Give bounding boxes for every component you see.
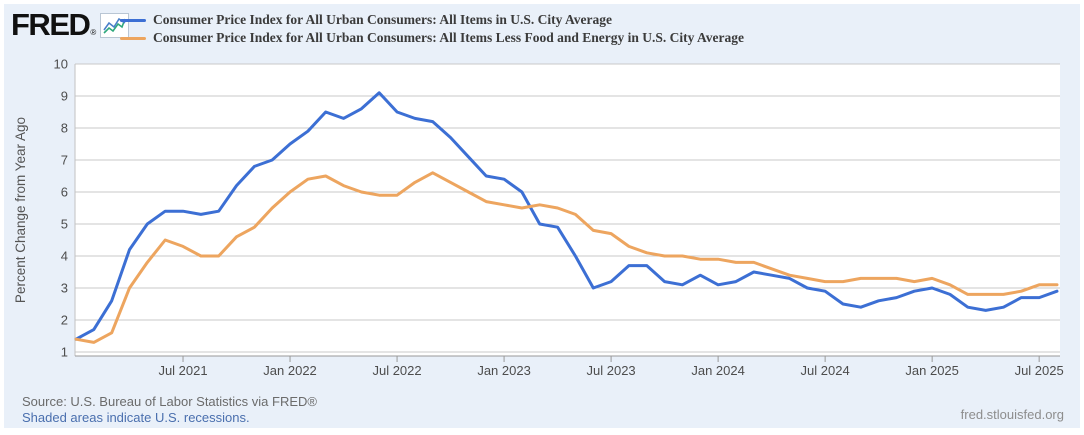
y-tick-label: 8 [61,121,68,136]
fred-logo-text: FRED [11,7,91,42]
legend-label-core: Consumer Price Index for All Urban Consu… [153,30,745,45]
x-tick-label: Jan 2023 [477,363,531,378]
x-tick-label: Jan 2025 [905,363,959,378]
fred-chart-widget: 1 2 3 4 5 6 7 8 9 10 Jul 2021 Jan 2022 Jul 2022 Jan 2… [4,4,1080,428]
chart-footer: Source: U.S. Bureau of Labor Statistics … [22,394,317,426]
fred-site-link[interactable]: fred.stlouisfed.org [960,407,1064,422]
y-tick-label: 5 [61,217,68,232]
x-tick-label: Jan 2022 [263,363,317,378]
x-tick-label: Jul 2024 [801,363,850,378]
x-tick-label: Jul 2022 [372,363,421,378]
y-axis-title: Percent Change from Year Ago [13,117,28,303]
legend-item-all-items[interactable]: Consumer Price Index for All Urban Consu… [120,11,744,29]
fred-logo[interactable]: FRED ® [11,7,130,42]
legend-line-marker-all-items [120,18,146,22]
x-tick-label: Jan 2024 [691,363,745,378]
y-tick-label: 4 [61,249,68,264]
legend: Consumer Price Index for All Urban Consu… [120,11,744,47]
series-line-all-items[interactable] [74,91,1059,341]
y-tick-label: 6 [61,185,68,200]
legend-label-all-items: Consumer Price Index for All Urban Consu… [153,12,612,27]
y-tick-label: 10 [54,57,68,72]
series-line-core[interactable] [74,171,1059,344]
legend-item-core[interactable]: Consumer Price Index for All Urban Consu… [120,29,744,47]
chart-header: FRED ® Consumer Price Index for All Urban… [4,4,1080,56]
registered-mark: ® [90,28,97,37]
recession-note-link[interactable]: Shaded areas indicate U.S. recessions. [22,410,250,425]
legend-line-marker-core [120,36,146,40]
source-text: Source: U.S. Bureau of Labor Statistics … [22,394,317,409]
y-tick-label: 3 [61,281,68,296]
y-tick-label: 2 [61,313,68,328]
x-tick-label: Jul 2023 [587,363,636,378]
x-tick-label: Jul 2025 [1015,363,1064,378]
y-tick-label: 1 [61,345,68,360]
fred-sparkline-icon [100,12,130,38]
y-tick-label: 7 [61,153,68,168]
y-tick-label: 9 [61,89,68,104]
x-tick-label: Jul 2021 [158,363,207,378]
